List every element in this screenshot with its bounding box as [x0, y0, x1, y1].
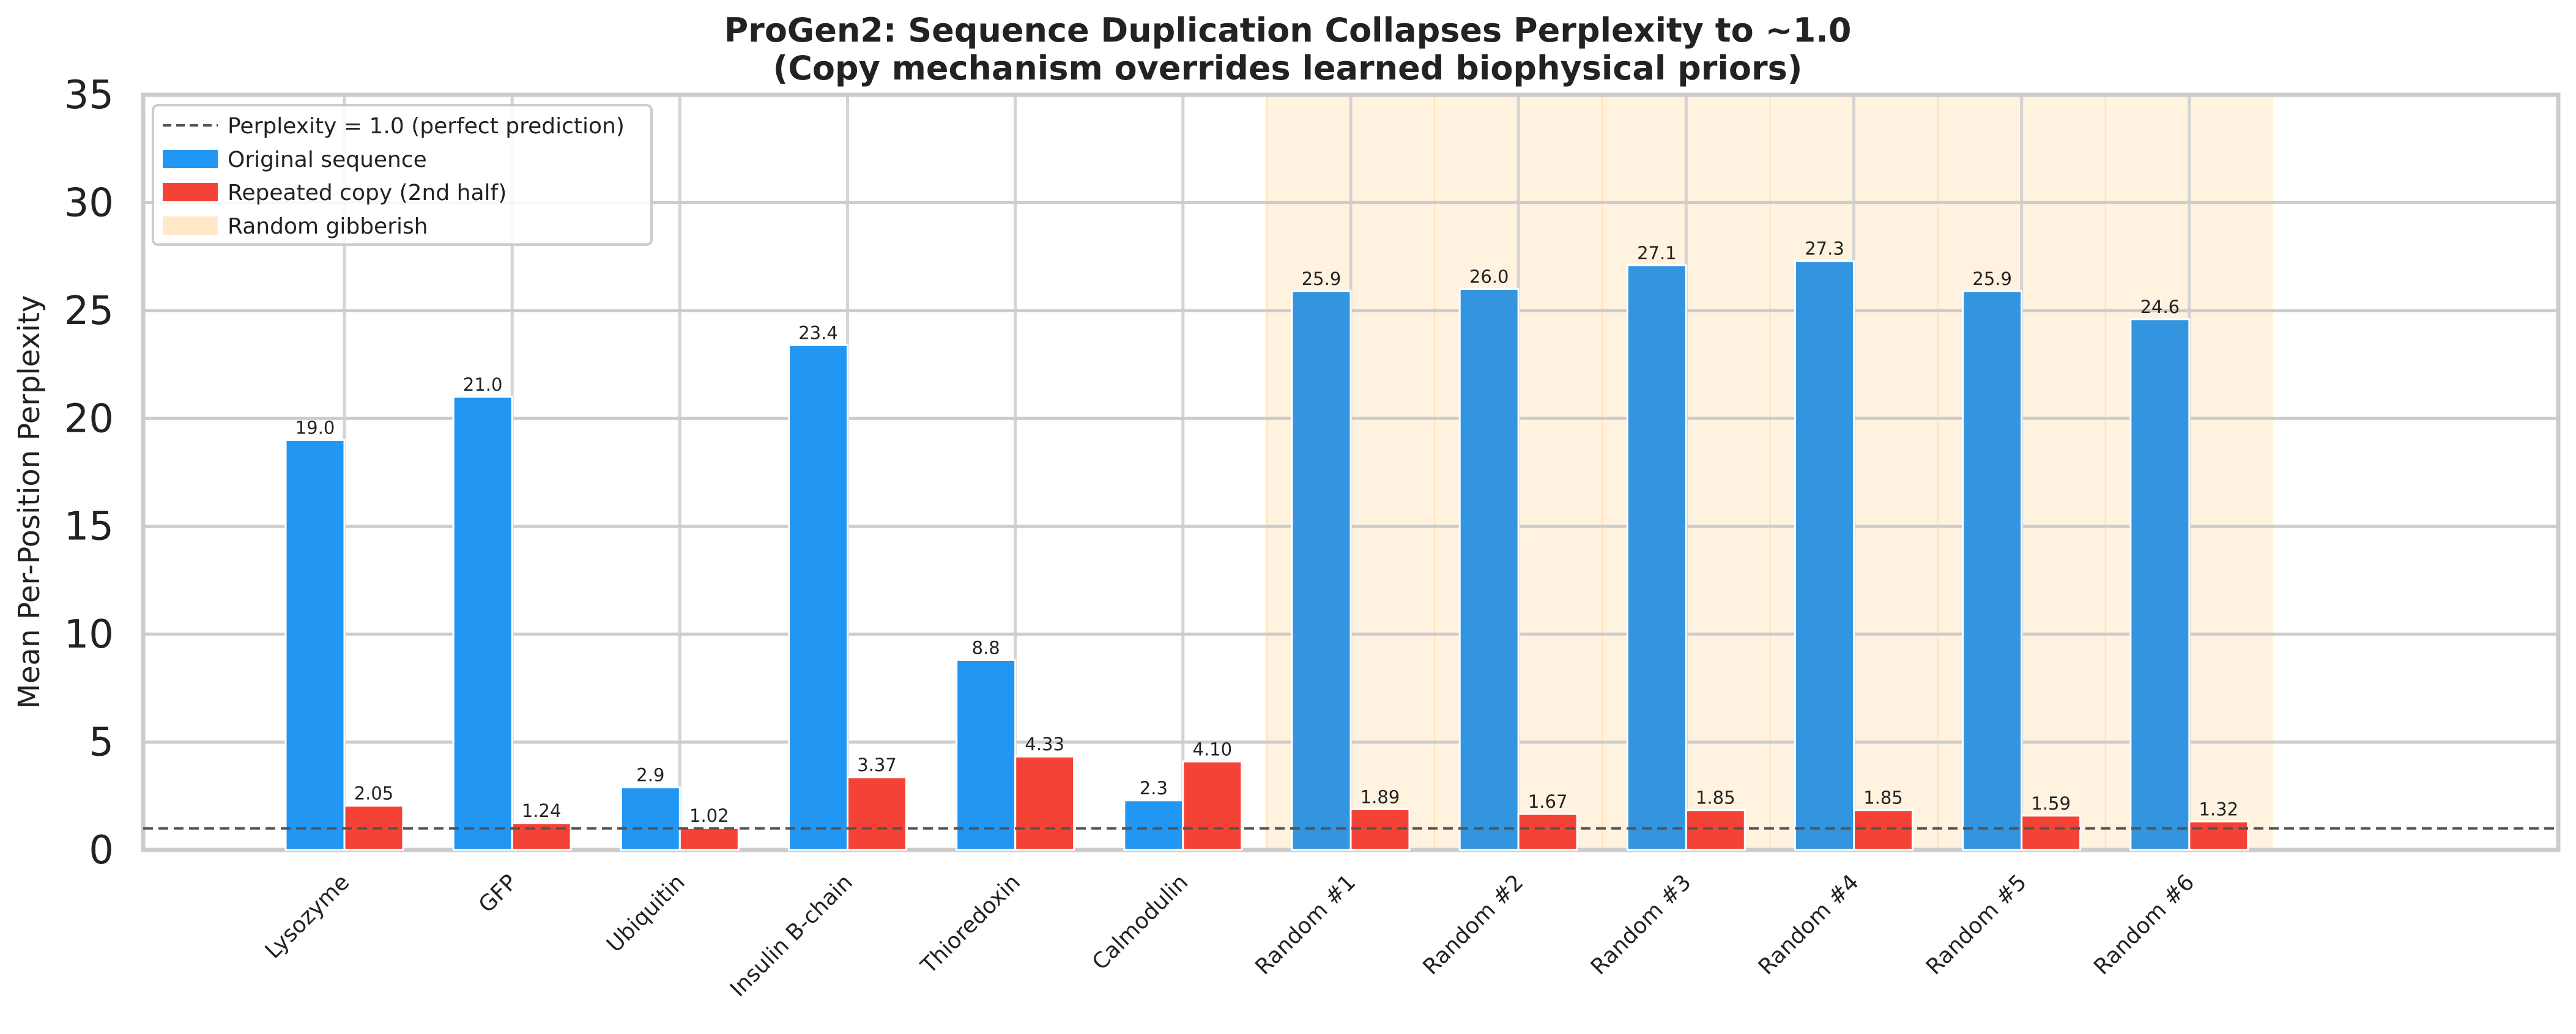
original-value-label-1: 19.0: [295, 418, 335, 438]
copy-value-label-12: 1.32: [2199, 799, 2239, 819]
y-tick-label: 20: [64, 396, 114, 441]
y-tick-label: 25: [64, 289, 114, 334]
y-tick-label: 30: [64, 180, 114, 226]
original-bar-3: [620, 786, 681, 851]
legend-label-reference: Perplexity = 1.0 (perfect prediction): [228, 114, 625, 139]
original-value-label-10: 27.3: [1805, 238, 1844, 259]
chart-subtitle: (Copy mechanism overrides learned biophy…: [773, 49, 1803, 87]
copy-bar-10: [1853, 809, 1913, 851]
y-tick-label: 15: [64, 504, 114, 550]
original-bar-5: [956, 659, 1017, 851]
copy-value-label-8: 1.67: [1528, 791, 1568, 812]
original-bar-9: [1626, 264, 1687, 851]
legend-swatch-original: [163, 150, 218, 168]
x-tick-label-1: Lysozyme: [261, 870, 355, 964]
copy-value-label-1: 2.05: [354, 783, 394, 804]
original-value-label-12: 24.6: [2140, 297, 2180, 317]
copy-value-label-10: 1.85: [1863, 788, 1903, 808]
x-tick-label-6: Calmodulin: [1088, 870, 1193, 975]
x-tick-label-7: Random #1: [1250, 870, 1360, 980]
original-bar-4: [788, 344, 848, 851]
copy-value-label-4: 3.37: [857, 755, 897, 775]
copy-bar-8: [1517, 813, 1578, 851]
original-bar-6: [1123, 799, 1184, 851]
x-tick-label-9: Random #3: [1586, 870, 1696, 980]
original-value-label-4: 23.4: [798, 322, 838, 343]
x-tick-label-11: Random #5: [1921, 870, 2032, 980]
original-value-label-3: 2.9: [636, 765, 664, 786]
original-value-label-8: 26.0: [1469, 267, 1509, 287]
y-tick-label: 35: [64, 73, 114, 118]
x-tick-label-10: Random #4: [1754, 870, 1864, 980]
legend-swatch-random: [163, 216, 218, 235]
copy-value-label-5: 4.33: [1025, 734, 1064, 755]
original-bar-8: [1458, 288, 1520, 851]
legend-label-random: Random gibberish: [228, 214, 428, 239]
original-value-label-11: 25.9: [1972, 268, 2012, 289]
copy-value-label-9: 1.85: [1696, 788, 1735, 808]
y-tick-label: 0: [89, 828, 114, 873]
x-tick-label-12: Random #6: [2089, 870, 2199, 980]
original-value-label-5: 8.8: [972, 637, 1000, 658]
x-tick-label-8: Random #2: [1419, 870, 1529, 980]
y-tick-label: 5: [89, 720, 114, 766]
legend-box: [152, 104, 653, 246]
original-value-label-2: 21.0: [463, 374, 503, 395]
copy-value-label-11: 1.59: [2031, 793, 2071, 814]
original-bar-10: [1794, 260, 1855, 851]
copy-value-label-3: 1.02: [689, 805, 729, 826]
original-bar-11: [1962, 290, 2023, 851]
copy-bar-4: [847, 776, 907, 851]
copy-value-label-2: 1.24: [522, 800, 562, 821]
y-tick-label: 10: [64, 612, 114, 657]
x-tick-label-4: Insulin B-chain: [726, 870, 858, 1002]
original-bar-2: [452, 396, 513, 851]
copy-value-label-7: 1.89: [1360, 786, 1400, 807]
original-bar-7: [1291, 290, 1352, 851]
copy-bar-3: [678, 827, 740, 851]
original-value-label-7: 25.9: [1302, 268, 1342, 289]
legend-swatch-copy: [163, 183, 218, 201]
x-tick-label-3: Ubiquitin: [602, 870, 689, 957]
original-value-label-9: 27.1: [1637, 243, 1677, 264]
copy-bar-6: [1182, 760, 1243, 851]
legend-label-original: Original sequence: [228, 147, 427, 172]
original-bar-12: [2129, 318, 2191, 851]
legend-label-copy: Repeated copy (2nd half): [228, 180, 507, 205]
original-value-label-6: 2.3: [1140, 778, 1168, 799]
x-tick-label-2: GFP: [474, 870, 522, 918]
chart-title: ProGen2: Sequence Duplication Collapses …: [724, 11, 1852, 50]
copy-bar-11: [2021, 814, 2082, 851]
x-tick-label-5: Thioredoxin: [916, 870, 1025, 979]
copy-bar-9: [1685, 809, 1746, 851]
original-bar-1: [284, 439, 346, 851]
copy-bar-5: [1014, 755, 1075, 851]
y-axis-label: Mean Per-Position Perplexity: [12, 295, 46, 709]
copy-value-label-6: 4.10: [1193, 739, 1233, 759]
copy-bar-12: [2188, 820, 2249, 851]
